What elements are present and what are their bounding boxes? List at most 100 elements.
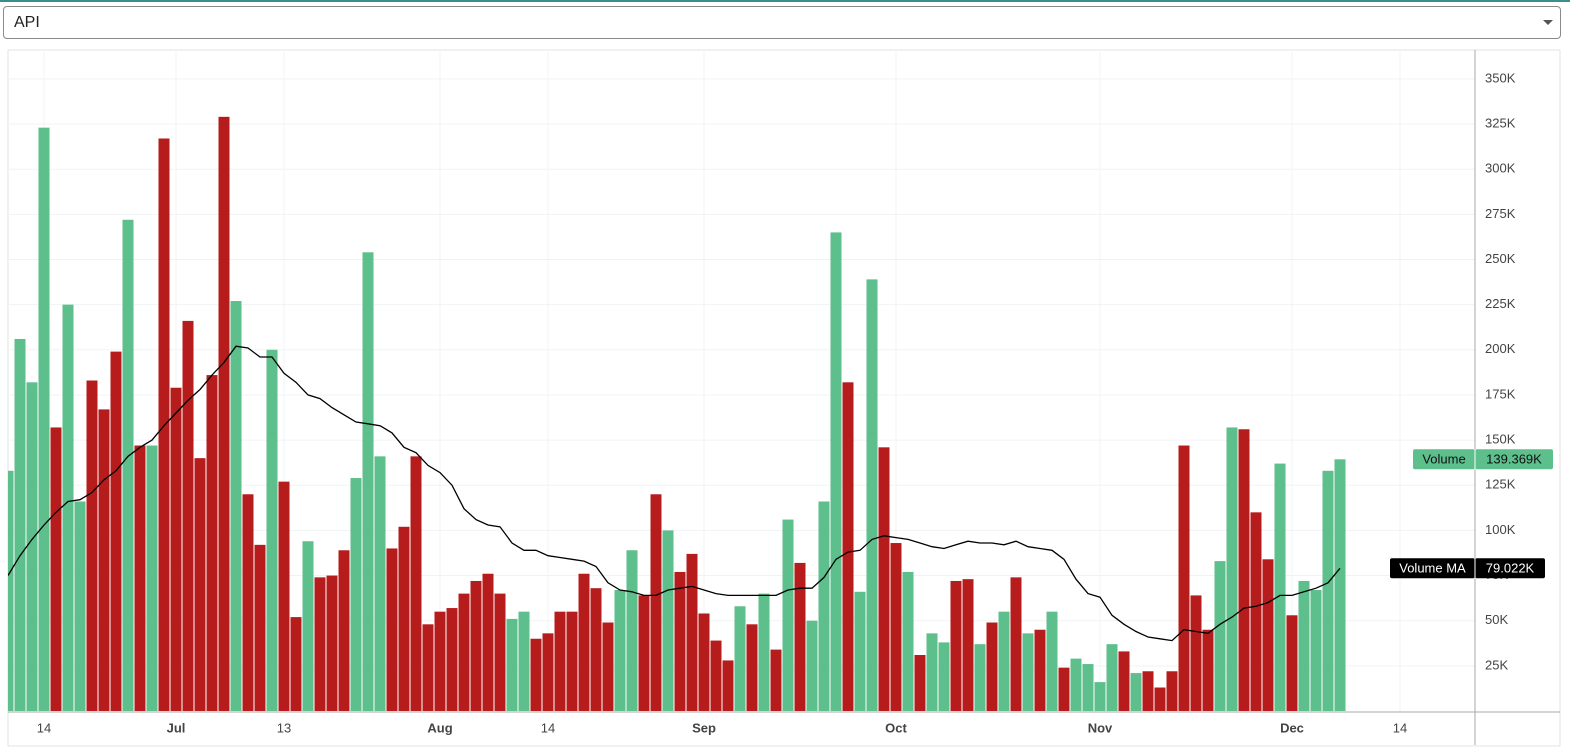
x-tick-label: Dec [1280, 720, 1304, 735]
volume-bar [122, 219, 134, 712]
x-tick-label: 14 [37, 720, 51, 735]
volume-bar [926, 633, 938, 711]
volume-bar [710, 640, 722, 711]
volume-bar [374, 456, 386, 711]
volume-bar [218, 116, 230, 712]
volume-bar [566, 611, 578, 711]
y-tick-label: 150K [1485, 432, 1516, 447]
volume-bar [410, 456, 422, 711]
tag-value-bg [1475, 449, 1553, 470]
volume-bar [242, 494, 254, 711]
volume-bar [830, 232, 842, 711]
volume-bar [62, 304, 74, 711]
volume-bar [434, 611, 446, 711]
tag-name-bg [1390, 558, 1475, 579]
ma-line [8, 345, 1341, 642]
volume-bar [1154, 687, 1166, 711]
volume-bar [530, 638, 542, 711]
volume-bar [266, 349, 278, 711]
volume-bar [98, 409, 110, 711]
volume-bar [1262, 559, 1274, 711]
volume-bar [950, 580, 962, 711]
volume-bar [842, 382, 854, 711]
volume-bar [1226, 427, 1238, 711]
volume-bar [254, 544, 266, 711]
volume-bar [1274, 463, 1286, 711]
volume-bar [1106, 644, 1118, 711]
volume-bar [1286, 615, 1298, 711]
volume-bar [1166, 671, 1178, 711]
volume-bar [1214, 561, 1226, 711]
volume-bar [674, 571, 686, 711]
volume-bar [1310, 589, 1322, 711]
volume-bar [938, 642, 950, 711]
volume-bar [1142, 671, 1154, 711]
volume-bar [134, 445, 146, 711]
volume-bar [986, 622, 998, 711]
volume-bar [338, 550, 350, 711]
y-tick-label: 250K [1485, 251, 1516, 266]
volume-bar [110, 351, 122, 711]
select-arrow [1543, 20, 1553, 25]
volume-bar [398, 526, 410, 711]
volume-bar [1010, 577, 1022, 711]
tag-name: Volume [1422, 452, 1465, 467]
x-tick-label: 14 [1393, 720, 1407, 735]
volume-bar [734, 606, 746, 711]
volume-bar [170, 387, 182, 711]
y-tick-label: 25K [1485, 657, 1508, 672]
volume-bar [686, 553, 698, 711]
volume-bar [758, 593, 770, 711]
volume-bar [470, 580, 482, 711]
y-tick-label: 300K [1485, 161, 1516, 176]
volume-bar [302, 541, 314, 711]
volume-bar [26, 382, 38, 711]
volume-bar [1082, 664, 1094, 711]
volume-bar [698, 613, 710, 711]
volume-bar [1130, 673, 1142, 711]
volume-bar [1070, 658, 1082, 711]
volume-bar [878, 447, 890, 711]
volume-bar [626, 550, 638, 711]
volume-bar [962, 579, 974, 711]
volume-bar [74, 501, 86, 711]
volume-bar [998, 611, 1010, 711]
y-tick-label: 350K [1485, 70, 1516, 85]
volume-bar [1118, 651, 1130, 711]
x-tick-label: Jul [167, 720, 186, 735]
select-value: API [14, 14, 40, 31]
volume-bar [386, 548, 398, 711]
symbol-select[interactable]: API [3, 6, 1561, 39]
y-tick-label: 225K [1485, 296, 1516, 311]
volume-bar [362, 252, 374, 711]
tag-value: 139.369K [1486, 452, 1542, 467]
volume-bar [86, 380, 98, 711]
x-tick-label: Aug [427, 720, 452, 735]
volume-bar [782, 519, 794, 711]
y-tick-label: 50K [1485, 612, 1508, 627]
volume-bar [422, 624, 434, 711]
volume-bar [794, 562, 806, 711]
top-border [0, 0, 1570, 2]
volume-bar [614, 589, 626, 711]
volume-bar [206, 375, 218, 711]
volume-bar [278, 481, 290, 711]
y-tick-label: 175K [1485, 386, 1516, 401]
volume-bar [1022, 633, 1034, 711]
volume-bar [1250, 512, 1262, 711]
y-tick-label: 125K [1485, 477, 1516, 492]
price-tag: Volume 139.369K [1413, 449, 1553, 470]
volume-bar [1190, 595, 1202, 711]
volume-bar [1094, 682, 1106, 711]
volume-bar [146, 445, 158, 711]
price-tag: Volume MA 79.022K [1390, 558, 1545, 579]
volume-bar [590, 588, 602, 711]
volume-bar [902, 571, 914, 711]
volume-bar [1178, 445, 1190, 711]
volume-bar [1046, 611, 1058, 711]
volume-bar [326, 575, 338, 711]
plot [8, 116, 1346, 712]
volume-bar [14, 338, 26, 711]
volume-bar [650, 494, 662, 711]
